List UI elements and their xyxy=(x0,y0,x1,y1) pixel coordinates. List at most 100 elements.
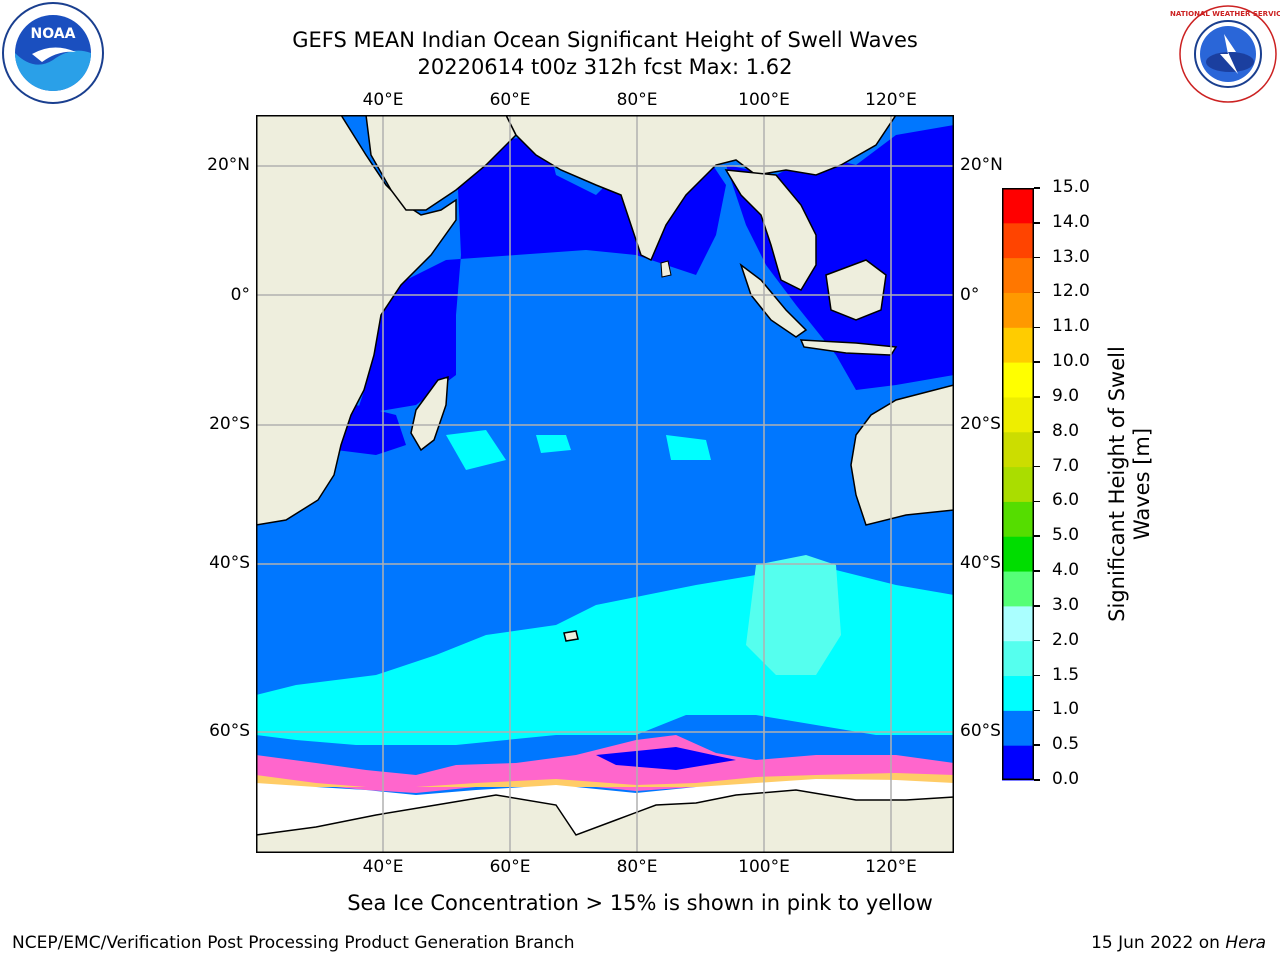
colorbar-bin xyxy=(1002,327,1034,363)
colorbar-bin xyxy=(1002,675,1034,711)
lon-label-top-60e: 60°E xyxy=(489,90,531,110)
colorbar-bin xyxy=(1002,710,1034,746)
lat-label-left-60s: 60°S xyxy=(209,721,250,741)
lon-label-top-100e: 100°E xyxy=(738,90,790,110)
lon-label-top-80e: 80°E xyxy=(616,90,658,110)
colorbar-bin xyxy=(1002,431,1034,468)
colorbar-tick-mark xyxy=(1034,222,1040,224)
colorbar-tick-label: 3.0 xyxy=(1052,594,1080,615)
swell-patch-light xyxy=(746,555,841,675)
colorbar-bin xyxy=(1002,188,1034,224)
colorbar-tick-label: 1.5 xyxy=(1052,664,1080,685)
lon-label-bottom-40e: 40°E xyxy=(362,857,404,877)
colorbar xyxy=(1002,188,1034,781)
colorbar-tick-mark xyxy=(1034,779,1040,781)
colorbar-bin xyxy=(1002,605,1034,642)
land-sri-lanka xyxy=(660,260,672,278)
land-indochina xyxy=(724,169,817,291)
colorbar-tick-mark xyxy=(1034,570,1040,572)
colorbar-tick-label: 4.0 xyxy=(1052,560,1080,581)
colorbar-bin xyxy=(1002,222,1034,259)
colorbar-tick-mark xyxy=(1034,291,1040,294)
lon-label-bottom-60e: 60°E xyxy=(489,857,531,877)
graticule xyxy=(256,115,954,853)
footer-host: Hera xyxy=(1225,933,1266,953)
colorbar-bin xyxy=(1002,257,1034,293)
colorbar-label-line2: Waves [m] xyxy=(1130,427,1154,541)
lat-label-right-20n: 20°N xyxy=(960,155,1003,175)
colorbar-tick-label: 6.0 xyxy=(1052,490,1080,511)
lon-label-top-120e: 120°E xyxy=(865,90,917,110)
colorbar-label-line1: Significant Height of Swell xyxy=(1105,346,1129,622)
colorbar-tick-label: 9.0 xyxy=(1052,385,1080,406)
colorbar-bin xyxy=(1002,571,1034,607)
sea-ice-caption: Sea Ice Concentration > 15% is shown in … xyxy=(347,891,933,915)
colorbar-tick-mark xyxy=(1034,396,1040,398)
colorbar-tick-label: 5.0 xyxy=(1052,525,1080,546)
colorbar-tick-mark xyxy=(1034,709,1040,712)
lat-label-left-20s: 20°S xyxy=(209,414,250,434)
nws-logo-text: NATIONAL WEATHER SERVICE xyxy=(1170,10,1280,18)
colorbar-bin xyxy=(1002,292,1034,328)
colorbar-tick-mark xyxy=(1034,465,1040,468)
title-line-2: 20220614 t00z 312h fcst Max: 1.62 xyxy=(417,55,793,79)
lon-label-top-40e: 40°E xyxy=(362,90,404,110)
swell-patch-cyan-2 xyxy=(666,435,711,460)
lon-label-bottom-120e: 120°E xyxy=(865,857,917,877)
colorbar-tick-label: 7.0 xyxy=(1052,455,1080,476)
nws-logo: NATIONAL WEATHER SERVICE xyxy=(1170,4,1280,104)
colorbar-tick-mark xyxy=(1034,187,1040,189)
colorbar-tick-mark xyxy=(1034,431,1040,433)
colorbar-tick-mark xyxy=(1034,500,1040,503)
colorbar-bin xyxy=(1002,640,1034,677)
colorbar-bin xyxy=(1002,745,1034,781)
colorbar-tick-label: 14.0 xyxy=(1052,211,1090,232)
swell-patch-cyan-1 xyxy=(446,430,506,470)
colorbar-tick-label: 13.0 xyxy=(1052,246,1090,267)
colorbar-tick-label: 1.0 xyxy=(1052,699,1080,720)
land-kerguelen xyxy=(563,630,579,642)
colorbar-tick-label: 0.5 xyxy=(1052,734,1080,755)
land-australia xyxy=(850,384,954,526)
lon-label-bottom-80e: 80°E xyxy=(616,857,658,877)
colorbar-tick-label: 15.0 xyxy=(1052,177,1090,197)
footer-left: NCEP/EMC/Verification Post Processing Pr… xyxy=(12,933,575,953)
land-borneo xyxy=(825,259,887,321)
footer-date: 15 Jun 2022 on xyxy=(1091,933,1226,953)
lat-label-right-40s: 40°S xyxy=(960,553,1001,573)
noaa-logo-text: NOAA xyxy=(31,26,76,42)
colorbar-tick-label: 11.0 xyxy=(1052,316,1090,337)
lon-label-bottom-100e: 100°E xyxy=(738,857,790,877)
map-frame xyxy=(256,115,954,853)
lat-label-left-0: 0° xyxy=(230,285,250,305)
land-madagascar xyxy=(410,375,449,452)
colorbar-tick-label: 8.0 xyxy=(1052,420,1080,441)
lat-label-right-60s: 60°S xyxy=(960,721,1001,741)
swell-low-ice-pocket xyxy=(596,747,736,770)
land-antarctica xyxy=(256,789,954,853)
colorbar-bin xyxy=(1002,501,1034,537)
colorbar-bin xyxy=(1002,466,1034,502)
colorbar-tick-label: 10.0 xyxy=(1052,351,1090,372)
colorbar-tick-mark xyxy=(1034,361,1040,363)
colorbar-tick-mark xyxy=(1034,535,1040,537)
map-panel xyxy=(256,115,954,853)
colorbar-tick-mark xyxy=(1034,256,1040,259)
colorbar-bin xyxy=(1002,396,1034,433)
noaa-logo: NOAA xyxy=(2,2,104,104)
lat-label-left-20n: 20°N xyxy=(207,155,250,175)
colorbar-tick-mark xyxy=(1034,674,1040,677)
lat-label-right-20s: 20°S xyxy=(960,414,1001,434)
colorbar-bin xyxy=(1002,536,1034,572)
title-line-1: GEFS MEAN Indian Ocean Significant Heigh… xyxy=(292,28,918,52)
land-sumatra xyxy=(739,262,808,338)
colorbar-tick-mark xyxy=(1034,744,1040,746)
colorbar-tick-mark xyxy=(1034,326,1040,329)
swell-patch-cyan-3 xyxy=(536,435,571,453)
colorbar-bin xyxy=(1002,362,1034,398)
colorbar-tick-label: 2.0 xyxy=(1052,629,1080,650)
lat-label-left-40s: 40°S xyxy=(209,553,250,573)
colorbar-tick-mark xyxy=(1034,639,1040,642)
colorbar-tick-label: 12.0 xyxy=(1052,281,1090,302)
colorbar-tick-label: 0.0 xyxy=(1052,769,1080,789)
